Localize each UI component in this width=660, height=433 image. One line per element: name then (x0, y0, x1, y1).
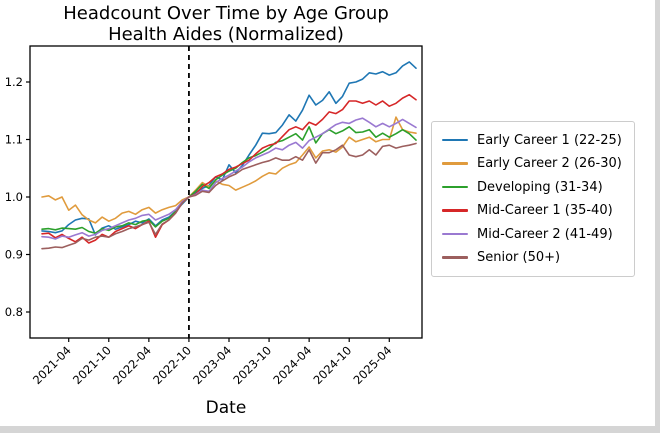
y-tick-label: 0.8 (5, 305, 23, 319)
x-tick-label: 2024-10 (310, 343, 354, 387)
series-line-early-career-2-26-30 (41, 116, 417, 224)
legend-label: Developing (31-34) (477, 179, 603, 195)
x-tick-label: 2022-10 (150, 343, 194, 387)
series-line-mid-career-2-41-49 (41, 117, 417, 240)
x-tick-label: 2024-04 (270, 343, 314, 387)
legend-item-developing: Developing (31-34) (442, 178, 622, 196)
legend-line-swatch (442, 209, 468, 212)
legend-label: Early Career 1 (22-25) (477, 132, 622, 148)
legend-item-mid-career-2: Mid-Career 2 (41-49) (442, 225, 622, 243)
x-tick-label: 2025-04 (351, 343, 395, 387)
legend: Early Career 1 (22-25) Early Career 2 (2… (431, 121, 635, 277)
window-edge-right (655, 0, 660, 433)
legend-line-swatch (442, 138, 468, 142)
legend-item-early-career-2: Early Career 2 (26-30) (442, 155, 622, 173)
y-tick-label: 1.0 (5, 190, 23, 204)
plot-frame (29, 45, 423, 339)
window-edge-bottom (0, 426, 660, 433)
x-tick-label: 2021-04 (30, 343, 74, 387)
legend-line-swatch (442, 185, 468, 189)
legend-item-senior: Senior (50+) (442, 249, 622, 267)
legend-item-early-career-1: Early Career 1 (22-25) (442, 131, 622, 149)
series-line-early-career-1-22-25 (41, 61, 417, 236)
y-tick-label: 1.1 (5, 133, 23, 147)
x-tick-label: 2021-10 (70, 343, 114, 387)
legend-label: Early Career 2 (26-30) (477, 156, 622, 171)
x-tick-label: 2023-10 (230, 343, 274, 387)
series-line-developing-31-34 (41, 126, 417, 234)
y-tick-label: 0.9 (5, 248, 23, 262)
chart-title-line1: Headcount Over Time by Age Group (63, 3, 389, 24)
legend-label: Mid-Career 1 (35-40) (477, 203, 613, 218)
chart-title-line2: Health Aides (Normalized) (108, 24, 344, 45)
legend-label: Senior (50+) (477, 250, 561, 265)
series-line-mid-career-1-35-40 (41, 93, 417, 244)
legend-line-swatch (442, 256, 468, 259)
y-tick-label: 1.2 (5, 75, 23, 89)
legend-line-swatch (442, 232, 468, 236)
series-line-senior-50 (41, 142, 417, 250)
legend-line-swatch (442, 162, 468, 165)
chart-title: Headcount Over Time by Age Group Health … (0, 3, 452, 45)
legend-item-mid-career-1: Mid-Career 1 (35-40) (442, 202, 622, 220)
legend-label: Mid-Career 2 (41-49) (477, 226, 613, 242)
x-tick-label: 2022-04 (110, 343, 154, 387)
x-tick-label: 2023-04 (190, 343, 234, 387)
x-axis-label: Date (205, 398, 247, 418)
